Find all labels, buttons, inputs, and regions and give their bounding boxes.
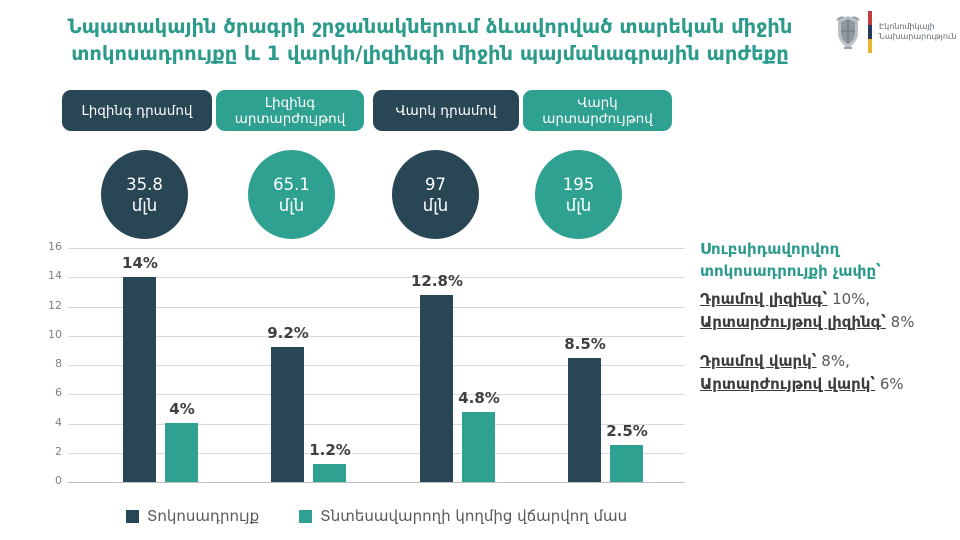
armenian-flag-bar	[868, 11, 872, 53]
chart-legend: Տոկոսադրույք Տնտեսավարողի կողմից վճարվող…	[68, 503, 685, 529]
gridline	[68, 365, 685, 366]
y-tick-label: 6	[55, 386, 62, 400]
subsidy-loan-rates: Դրամով վարկ՝ 8%, Արտարժույթով վարկ՝ 6%	[700, 350, 960, 396]
subsidy-value: 8%,	[816, 352, 850, 370]
circle-unit: մլն	[565, 195, 592, 215]
y-axis: 0 2 4 6 8 10 12 14 16	[18, 240, 62, 487]
y-tick-label: 8	[55, 357, 62, 370]
subsidy-value: 10%,	[827, 290, 871, 308]
page-title-line1: Նպատակային ծրագրի շրջանակներում ձևավորվա…	[67, 15, 793, 38]
subsidy-term: Դրամով լիզինգ՝	[700, 290, 828, 308]
flag-orange-stripe	[868, 39, 872, 53]
bar-series2-group3	[462, 412, 495, 482]
pill-leasing-fx: Լիզինգ արտարժույթով	[216, 90, 364, 131]
circle-loan-amd: 97 մլն	[392, 150, 479, 239]
y-tick-label: 12	[48, 298, 62, 312]
bar-value-label: 4%	[169, 400, 195, 418]
page-title-line2: տոկոսադրույքը և 1 վարկի/լիզինգի միջին պա…	[71, 42, 789, 65]
y-tick-label: 10	[48, 327, 62, 341]
ministry-name-line1: Էկոնոմիկայի	[879, 22, 935, 31]
subsidy-value: 8%	[885, 313, 915, 331]
circle-amount: 65.1	[273, 174, 310, 194]
circle-leasing-fx: 65.1 մլն	[248, 150, 335, 239]
circle-amount: 195	[562, 174, 595, 194]
bar-value-label: 14%	[122, 254, 158, 272]
pill-loan-amd: Վարկ դրամով	[373, 90, 519, 131]
subsidy-line: Արտարժույթով լիզինգ՝ 8%	[700, 311, 960, 334]
ministry-name: Էկոնոմիկայի Նախարարություն	[879, 22, 956, 42]
pill-loan-fx: Վարկ արտարժույթով	[523, 90, 672, 131]
gridline	[68, 248, 685, 249]
bar-value-label: 1.2%	[309, 441, 351, 459]
y-tick-label: 14	[48, 269, 62, 283]
x-axis-line	[68, 482, 685, 483]
bar-series1-group4	[568, 358, 601, 482]
gridline	[68, 394, 685, 396]
bar-value-label: 8.5%	[564, 335, 606, 353]
subsidy-line: Դրամով լիզինգ՝ 10%,	[700, 288, 960, 311]
y-tick-label: 4	[55, 415, 62, 429]
subsidy-line: Արտարժույթով վարկ՝ 6%	[700, 373, 960, 396]
bar-value-label: 9.2%	[267, 324, 309, 342]
ministry-name-line2: Նախարարություն	[879, 32, 957, 41]
gridline	[68, 335, 685, 337]
subsidy-term: Արտարժույթով լիզինգ՝	[700, 313, 886, 331]
page-title: Նպատակային ծրագրի շրջանակներում ձևավորվա…	[0, 13, 860, 67]
bar-series1-group3	[420, 295, 453, 482]
legend-swatch-dark	[125, 509, 139, 523]
circle-amount: 97	[425, 174, 446, 194]
y-tick-label: 2	[55, 444, 62, 458]
pill-leasing-amd: Լիզինգ դրամով	[62, 90, 212, 131]
legend-swatch-teal	[299, 509, 313, 523]
circle-unit: մլն	[278, 195, 305, 215]
gridline	[68, 277, 685, 279]
bar-value-label: 2.5%	[606, 422, 648, 440]
ministry-logo: Էկոնոմիկայի Նախարարություն	[833, 8, 956, 56]
bar-series2-group2	[313, 464, 346, 482]
legend-label: Տոկոսադրույք	[146, 507, 260, 525]
plot-area: 14% 9.2% 12.8% 8.5% 4% 1.2% 4.8% 2.5%	[68, 248, 685, 483]
subsidy-line: Դրամով վարկ՝ 8%,	[700, 350, 960, 373]
legend-label: Տնտեսավարողի կողմից վճարվող մաս	[320, 507, 628, 525]
circle-unit: մլն	[131, 195, 158, 215]
bar-series1-group1	[123, 277, 156, 482]
circle-unit: մլն	[422, 195, 449, 215]
bar-series2-group4	[610, 445, 643, 482]
bar-value-label: 4.8%	[458, 389, 500, 407]
circle-leasing-amd: 35.8 մլն	[101, 150, 188, 239]
y-tick-label: 16	[48, 240, 62, 253]
y-tick-label: 0	[55, 474, 62, 487]
legend-item-rate: Տոկոսադրույք	[125, 507, 260, 525]
bar-series2-group1	[165, 423, 198, 482]
gridline	[68, 423, 685, 425]
subsidy-term: Արտարժույթով վարկ՝	[700, 375, 876, 393]
circle-amount: 35.8	[126, 174, 163, 194]
gridline	[68, 306, 685, 308]
subsidy-term: Դրամով վարկ՝	[700, 352, 817, 370]
bar-value-label: 12.8%	[410, 272, 464, 290]
subsidy-leasing-rates: Դրամով լիզինգ՝ 10%, Արտարժույթով լիզինգ՝…	[700, 288, 960, 334]
flag-red-stripe	[868, 11, 872, 25]
flag-blue-stripe	[868, 25, 872, 39]
subsidy-heading: Սուբսիդավորվող տոկոսադրույքի չափը՝	[700, 240, 881, 280]
legend-item-payer-share: Տնտեսավարողի կողմից վճարվող մաս	[299, 507, 627, 525]
subsidy-value: 6%	[875, 375, 904, 393]
gridline	[68, 452, 685, 454]
bar-series1-group2	[271, 347, 304, 482]
circle-loan-fx: 195 մլն	[535, 150, 622, 239]
coat-of-arms-icon	[836, 16, 860, 49]
